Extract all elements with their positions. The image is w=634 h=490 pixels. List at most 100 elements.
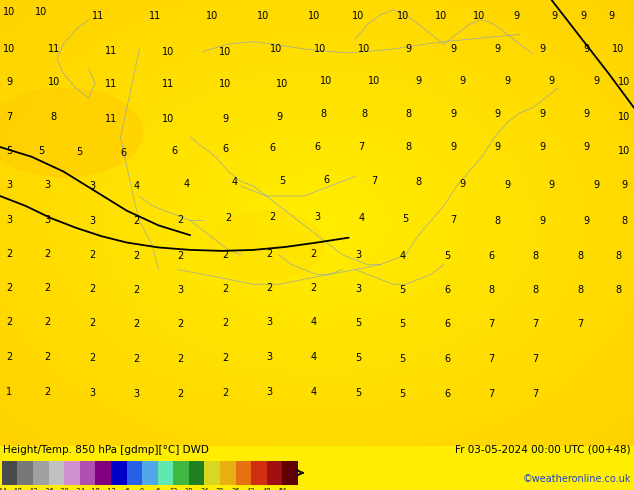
Text: 11: 11	[105, 47, 117, 56]
Text: 9: 9	[222, 114, 228, 123]
Text: 10: 10	[219, 48, 231, 57]
Text: 2: 2	[44, 387, 51, 397]
Text: -6: -6	[123, 488, 130, 490]
Text: 2: 2	[311, 249, 317, 259]
Text: -18: -18	[90, 488, 101, 490]
Text: 2: 2	[89, 318, 95, 328]
Text: 8: 8	[533, 285, 539, 295]
Text: 7: 7	[488, 389, 495, 399]
Text: 9: 9	[495, 44, 501, 54]
Text: 9: 9	[580, 11, 586, 21]
Text: 9: 9	[450, 44, 456, 54]
Text: 24: 24	[200, 488, 209, 490]
Bar	[220, 461, 236, 485]
Text: 2: 2	[89, 284, 95, 294]
Text: 4: 4	[231, 177, 238, 187]
Text: Fr 03-05-2024 00:00 UTC (00+48): Fr 03-05-2024 00:00 UTC (00+48)	[455, 445, 631, 455]
Text: 9: 9	[450, 142, 456, 152]
Text: 5: 5	[444, 251, 450, 261]
Text: 11: 11	[149, 11, 162, 21]
Text: 2: 2	[222, 388, 228, 398]
Text: 12: 12	[169, 488, 178, 490]
Text: 6: 6	[444, 389, 450, 399]
Text: 18: 18	[184, 488, 193, 490]
Text: 5: 5	[279, 176, 285, 186]
Text: 3: 3	[89, 388, 95, 398]
Text: 2: 2	[44, 352, 51, 362]
Text: 11: 11	[162, 79, 174, 89]
Text: 7: 7	[6, 112, 13, 122]
Text: 8: 8	[361, 109, 368, 119]
Text: 6: 6	[314, 142, 320, 152]
Text: 6: 6	[323, 175, 330, 185]
Text: 9: 9	[514, 11, 520, 21]
Text: 2: 2	[133, 251, 139, 261]
Text: 5: 5	[355, 353, 361, 363]
Text: 6: 6	[488, 251, 495, 261]
Text: 3: 3	[355, 250, 361, 260]
Text: 2: 2	[178, 389, 184, 399]
Text: 8: 8	[615, 285, 621, 295]
Text: 6: 6	[269, 143, 276, 153]
Text: 2: 2	[44, 318, 51, 327]
Text: 1: 1	[6, 387, 13, 397]
Text: 9: 9	[504, 180, 510, 190]
Text: 3: 3	[6, 180, 13, 190]
Text: 2: 2	[269, 212, 276, 221]
Text: 4: 4	[311, 318, 317, 327]
Text: 5: 5	[6, 146, 13, 156]
Text: 9: 9	[593, 76, 599, 86]
Text: 9: 9	[593, 180, 599, 190]
Text: 10: 10	[48, 77, 60, 87]
Text: 10: 10	[396, 11, 409, 21]
Text: 10: 10	[612, 44, 624, 54]
Text: 2: 2	[266, 283, 273, 293]
Ellipse shape	[209, 211, 323, 279]
Text: 3: 3	[266, 352, 273, 362]
Text: 4: 4	[358, 213, 365, 222]
Text: 9: 9	[460, 76, 466, 86]
Text: 9: 9	[406, 44, 412, 54]
Text: -42: -42	[28, 488, 39, 490]
Text: 3: 3	[355, 284, 361, 294]
Text: 9: 9	[548, 180, 555, 190]
Text: 8: 8	[533, 251, 539, 261]
Bar	[158, 461, 173, 485]
Text: 2: 2	[311, 283, 317, 293]
Text: 10: 10	[368, 76, 380, 86]
Text: 5: 5	[403, 214, 409, 223]
Text: 3: 3	[133, 389, 139, 399]
Text: 6: 6	[155, 488, 160, 490]
Ellipse shape	[0, 88, 143, 176]
Text: 11: 11	[105, 114, 117, 123]
Text: 2: 2	[225, 213, 231, 223]
Bar	[205, 461, 220, 485]
Text: 9: 9	[276, 112, 282, 122]
Text: 2: 2	[222, 284, 228, 294]
Text: 9: 9	[583, 109, 590, 119]
Text: 2: 2	[6, 283, 13, 293]
Text: 7: 7	[577, 319, 583, 329]
Text: 8: 8	[615, 251, 621, 261]
Text: 9: 9	[539, 109, 545, 119]
Text: 2: 2	[133, 319, 139, 329]
Text: 9: 9	[495, 142, 501, 152]
Bar	[2, 461, 18, 485]
Text: 10: 10	[307, 11, 320, 21]
Text: -24: -24	[74, 488, 85, 490]
Text: 4: 4	[133, 181, 139, 191]
Text: 6: 6	[222, 145, 228, 154]
Text: 2: 2	[266, 249, 273, 259]
Text: 2: 2	[133, 285, 139, 295]
Text: 7: 7	[488, 319, 495, 329]
Text: 3: 3	[44, 180, 51, 190]
Text: 5: 5	[399, 319, 406, 329]
Text: 6: 6	[120, 148, 127, 158]
Text: 3: 3	[6, 215, 13, 224]
Text: 4: 4	[311, 352, 317, 362]
Bar	[189, 461, 205, 485]
Bar	[49, 461, 64, 485]
Bar	[18, 461, 33, 485]
Text: 2: 2	[6, 249, 13, 259]
Text: 7: 7	[533, 389, 539, 399]
